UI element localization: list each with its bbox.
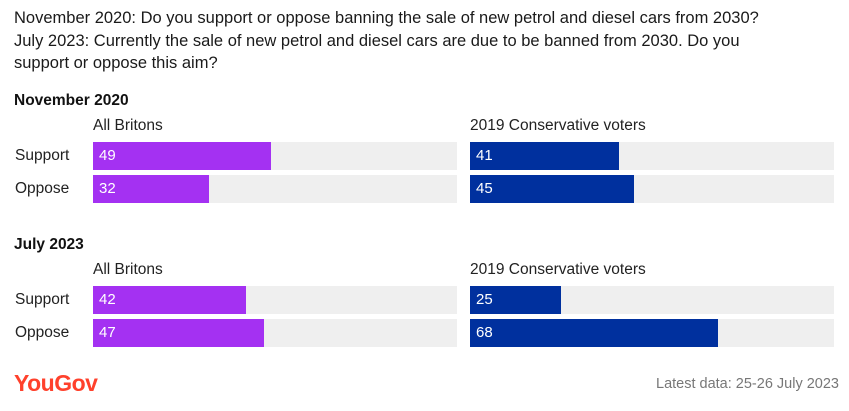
- bar-value-label: 42: [99, 291, 116, 308]
- bar-jul2023-conservative-oppose: 68: [470, 319, 718, 347]
- bar-jul2023-britons-support: 42: [93, 286, 246, 314]
- section-title-november-2020: November 2020: [14, 92, 129, 109]
- title-line-3: support or oppose this aim?: [14, 54, 218, 72]
- bar-track: 25: [470, 286, 834, 314]
- bar-value-label: 25: [476, 291, 493, 308]
- bar-track: 49: [93, 142, 457, 170]
- bar-nov2020-conservative-oppose: 45: [470, 175, 634, 203]
- panel-label-conservative-voters: 2019 Conservative voters: [470, 117, 646, 134]
- panel-label-all-britons: All Britons: [93, 261, 163, 278]
- panel-label-all-britons: All Britons: [93, 117, 163, 134]
- bar-nov2020-conservative-support: 41: [470, 142, 620, 170]
- bar-track: 45: [470, 175, 834, 203]
- bar-track: 68: [470, 319, 834, 347]
- bar-value-label: 41: [476, 147, 493, 164]
- bar-value-label: 45: [476, 180, 493, 197]
- bar-track: 41: [470, 142, 834, 170]
- bar-value-label: 47: [99, 324, 116, 341]
- bar-value-label: 32: [99, 180, 116, 197]
- title-line-2: July 2023: Currently the sale of new pet…: [14, 31, 740, 50]
- row-label-support: Support: [15, 147, 70, 164]
- row-label-support: Support: [15, 291, 70, 308]
- panel-label-conservative-voters: 2019 Conservative voters: [470, 261, 646, 278]
- bar-value-label: 68: [476, 324, 493, 341]
- bar-value-label: 49: [99, 147, 116, 164]
- bar-track: 42: [93, 286, 457, 314]
- bar-nov2020-britons-oppose: 32: [93, 175, 210, 203]
- bar-jul2023-conservative-support: 25: [470, 286, 561, 314]
- bar-nov2020-britons-support: 49: [93, 142, 272, 170]
- bar-track: 47: [93, 319, 457, 347]
- row-label-oppose: Oppose: [15, 180, 70, 197]
- yougov-logo: YouGov: [14, 370, 98, 396]
- row-label-oppose: Oppose: [15, 324, 70, 341]
- bar-jul2023-britons-oppose: 47: [93, 319, 265, 347]
- latest-data-footnote: Latest data: 25-26 July 2023: [656, 376, 839, 392]
- section-title-july-2023: July 2023: [14, 236, 84, 253]
- chart-title: November 2020: Do you support or oppose …: [14, 7, 844, 75]
- title-line-1: November 2020: Do you support or oppose …: [14, 9, 759, 27]
- bar-track: 32: [93, 175, 457, 203]
